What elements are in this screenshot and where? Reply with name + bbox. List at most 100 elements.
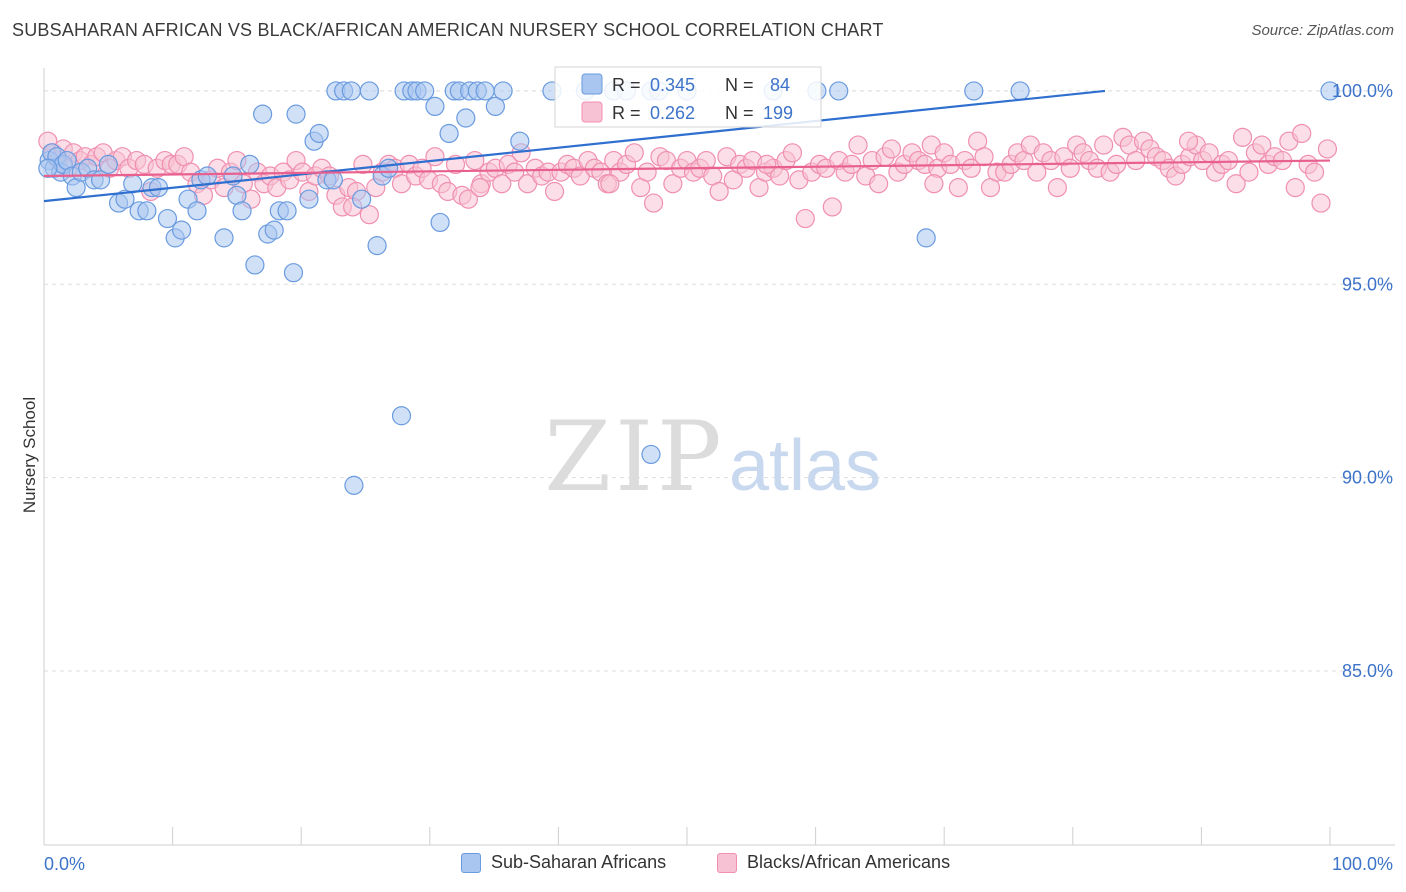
point-subsaharan-36 (264, 220, 284, 240)
point-black-120 (822, 197, 842, 217)
point-black-183 (1239, 162, 1259, 182)
point-subsaharan-65 (456, 108, 476, 128)
point-black-143 (974, 147, 994, 167)
legend-swatch-pink (717, 852, 737, 873)
point-subsaharan-50 (352, 189, 372, 209)
point-black-185 (1252, 135, 1272, 155)
point-black-180 (1218, 150, 1239, 171)
point-subsaharan-34 (253, 104, 273, 124)
point-black-70 (492, 174, 512, 194)
stats-swatch-pink (581, 101, 603, 123)
point-black-129 (881, 139, 902, 159)
point-black-156 (1060, 158, 1080, 178)
point-black-78 (544, 181, 565, 202)
point-subsaharan-87 (38, 158, 58, 178)
bottom-legend: Sub-Saharan Africans Blacks/African Amer… (0, 852, 1406, 878)
point-subsaharan-40 (286, 104, 306, 124)
point-black-190 (1285, 178, 1305, 198)
x-tick-labels: 0.0% 100.0% (44, 854, 1393, 874)
point-subsaharan-43 (309, 123, 329, 144)
point-black-191 (1292, 123, 1312, 144)
x-tick-label-1: 100.0% (1332, 854, 1393, 874)
watermark-atlas: atlas (729, 426, 881, 506)
point-black-96 (663, 174, 683, 194)
point-black-139 (948, 178, 968, 198)
point-subsaharan-81 (916, 228, 936, 248)
stats-n-label-blue: N = (725, 75, 754, 95)
point-black-198 (757, 154, 777, 175)
point-black-161 (1094, 135, 1114, 155)
point-subsaharan-27 (197, 166, 217, 186)
stats-r-value-pink: 0.262 (650, 103, 695, 123)
point-black-92 (637, 162, 657, 182)
y-axis-label: Nursery School (20, 396, 39, 514)
point-black-127 (869, 174, 889, 194)
point-subsaharan-54 (379, 158, 399, 178)
stats-swatch-blue (581, 73, 603, 95)
y-tick-label-1: 90.0% (1342, 468, 1393, 488)
axes (43, 68, 1395, 846)
legend-item-black: Blacks/African Americans (717, 852, 950, 873)
stats-n-value-pink: 199 (763, 103, 793, 123)
trend-line-black (43, 159, 1331, 178)
point-black-194 (1311, 193, 1331, 213)
point-black-72 (505, 162, 525, 182)
point-black-116 (795, 208, 815, 229)
point-black-60 (425, 147, 445, 167)
point-black-195 (1317, 139, 1338, 159)
point-subsaharan-61 (430, 212, 450, 233)
point-black-93 (643, 193, 664, 213)
point-black-49 (353, 154, 373, 175)
y-tick-label-2: 95.0% (1342, 274, 1393, 294)
watermark: ZIP atlas (544, 401, 881, 513)
point-black-201 (600, 174, 620, 194)
x-tick-label-0: 0.0% (44, 854, 85, 874)
point-black-196 (924, 174, 944, 194)
point-black-103 (709, 181, 729, 202)
point-black-181 (1226, 174, 1246, 194)
point-subsaharan-52 (367, 236, 387, 256)
point-black-163 (1106, 154, 1127, 175)
stats-r-label-blue: R = (612, 75, 641, 95)
point-subsaharan-18 (137, 201, 157, 221)
point-black-193 (1304, 162, 1325, 182)
stats-r-value-blue: 0.345 (650, 75, 695, 95)
source-label: Source: ZipAtlas.com (1251, 22, 1394, 39)
point-subsaharan-51 (359, 81, 379, 101)
point-subsaharan-85 (641, 444, 661, 465)
y-tick-label-3: 100.0% (1332, 81, 1393, 101)
y-tick-labels: 85.0% 90.0% 95.0% 100.0% (1332, 81, 1393, 681)
point-black-197 (1178, 131, 1199, 151)
point-black-114 (782, 143, 803, 163)
point-subsaharan-41 (299, 189, 319, 209)
watermark-zip: ZIP (544, 401, 725, 513)
point-subsaharan-68 (475, 81, 495, 101)
chart-title: SUBSAHARAN AFRICAN VS BLACK/AFRICAN AMER… (12, 20, 884, 40)
trend-lines (43, 89, 1331, 203)
point-subsaharan-33 (245, 255, 265, 275)
point-black-166 (1126, 150, 1146, 171)
stats-r-label-pink: R = (612, 103, 641, 123)
point-subsaharan-82 (964, 81, 984, 101)
point-subsaharan-60 (425, 96, 445, 117)
point-subsaharan-28 (214, 228, 234, 248)
point-subsaharan-83 (1010, 81, 1030, 101)
point-subsaharan-21 (157, 208, 178, 229)
point-subsaharan-32 (240, 154, 260, 175)
point-subsaharan-69 (485, 96, 505, 117)
point-black-124 (848, 135, 868, 155)
point-subsaharan-70 (493, 81, 513, 101)
point-subsaharan-13 (98, 154, 118, 175)
trend-line-subsaharan (43, 89, 1106, 203)
stats-n-label-pink: N = (725, 103, 754, 123)
point-subsaharan-49 (344, 475, 364, 495)
point-black-50 (359, 205, 379, 225)
legend-label-subsaharan: Sub-Saharan Africans (491, 852, 667, 872)
legend-label-black: Blacks/African Americans (747, 852, 951, 872)
point-black-200 (470, 178, 490, 198)
stats-legend: R = 0.345 N = 84 R = 0.262 N = 199 (554, 66, 822, 128)
point-subsaharan-15 (115, 189, 135, 209)
point-black-90 (624, 143, 644, 163)
point-subsaharan-80 (829, 81, 849, 101)
